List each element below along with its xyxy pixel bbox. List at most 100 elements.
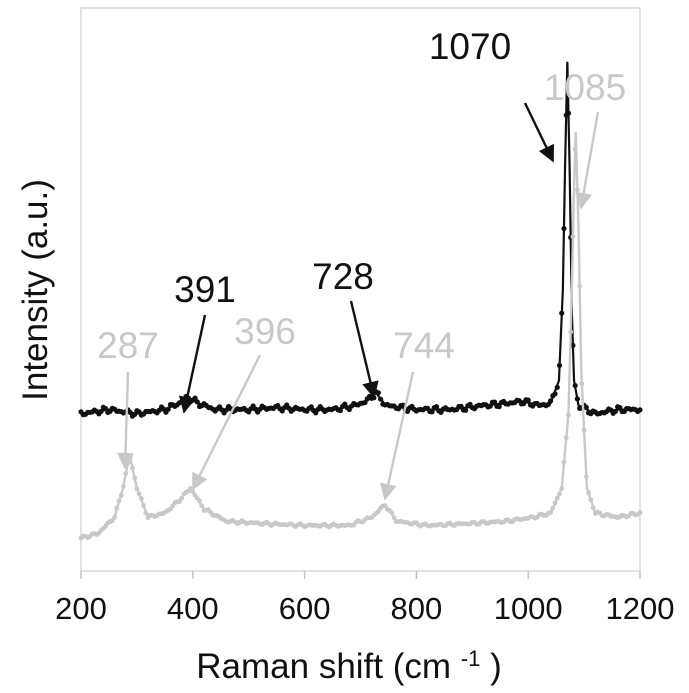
black-series-point [637,407,643,413]
black-series-point [98,408,104,414]
annotation-label-396: 396 [234,311,296,352]
gray-series-point [138,496,144,501]
gray-series-point [114,505,120,511]
gray-series-point [134,486,140,492]
x-axis-title-main: Raman shift (cm [196,647,451,686]
gray-series-point [130,465,135,471]
gray-series-point [132,475,138,481]
black-series-point [552,391,558,397]
black-series-point [547,398,554,404]
black-series-point [572,382,578,389]
gray-series-point [548,509,553,515]
gray-series-point [572,146,578,152]
annotation-layer: 1070 1085 391 728 287 396 744 [97,26,626,501]
gray-series-point [561,459,567,465]
black-series-point [612,408,619,415]
gray-series-point [170,503,176,509]
annotation-label-728: 728 [312,256,374,297]
gray-series-point [566,412,571,418]
black-series-point [574,396,580,402]
gray-series-point [579,381,585,387]
gray-series-point [581,427,587,433]
gray-series-point [389,510,395,516]
x-tick-label: 600 [279,591,331,626]
gray-series-point [179,495,185,501]
black-series-point [378,396,384,402]
gray-series-point [590,505,596,511]
black-series-point [165,406,171,412]
x-tick-label: 1000 [494,591,563,626]
annotation-arrow-1085 [575,111,600,210]
gray-series-point [552,500,558,506]
black-series-point [462,407,469,413]
black-series-line [80,61,640,415]
black-series-point [429,409,435,415]
gray-series-point [554,495,560,501]
annotation-arrow-744 [380,371,415,501]
gray-series-point [118,492,124,498]
annotation-label-1070: 1070 [429,26,511,67]
annotation-arrow-728 [349,300,379,399]
black-series-point [433,404,440,410]
black-series-point [487,403,493,409]
black-series-point [583,404,589,411]
gray-series-point [121,483,126,489]
gray-series-point [588,497,594,503]
black-series-point [194,399,200,405]
x-tick-label: 1200 [606,591,675,626]
black-series-point [337,407,343,414]
black-series-point [127,409,133,416]
black-series-point [375,390,381,396]
gray-series-point [199,503,205,509]
annotation-label-1085: 1085 [544,67,626,108]
gray-series-point [557,491,562,497]
series-layer [78,61,643,541]
gray-series-point [127,455,133,461]
annotation-label-744: 744 [393,325,455,366]
black-series-point [496,404,502,410]
black-series-point [521,400,527,407]
gray-series-point [583,474,589,479]
annotation-arrow-287 [117,371,134,470]
black-series-point [570,342,576,348]
black-series-point [554,384,560,390]
black-series-point [565,110,572,116]
gray-series-point [574,187,580,193]
gray-series-point [176,499,182,505]
black-series-point [617,404,623,411]
annotation-arrow-391 [178,314,207,414]
gray-series-line [80,132,641,540]
gray-series-point [563,435,569,441]
gray-series-point [559,486,565,491]
gray-series-point [136,491,142,497]
black-series-point [556,362,563,369]
y-axis-title: Intensity (a.u.) [16,179,55,401]
gray-series-point [586,490,591,495]
annotation-label-287: 287 [97,325,159,366]
gray-series-point [570,234,576,240]
gray-series-point [382,503,388,509]
gray-series-point [112,515,117,520]
gray-series-point [141,503,147,508]
x-axis-title-suffix: ) [490,647,502,686]
gray-series-point [123,471,129,476]
gray-series-point [143,510,149,516]
black-series-point [525,397,531,403]
gray-series-point [391,515,397,521]
black-series-point [559,310,565,316]
gray-series-point [577,283,583,289]
annotation-arrow-1070 [523,102,555,163]
x-axis-title-superscript: -1 [461,646,481,671]
x-tick-label: 800 [391,591,443,626]
black-series-point [561,225,567,232]
gray-series-point [568,329,574,335]
annotation-arrow-396 [191,354,262,491]
x-tick-label: 400 [167,591,219,626]
black-series-point [492,399,498,405]
black-series-point [458,403,464,409]
plot-frame [80,7,641,572]
gray-series-point [116,498,122,504]
gray-series-point [637,510,643,515]
